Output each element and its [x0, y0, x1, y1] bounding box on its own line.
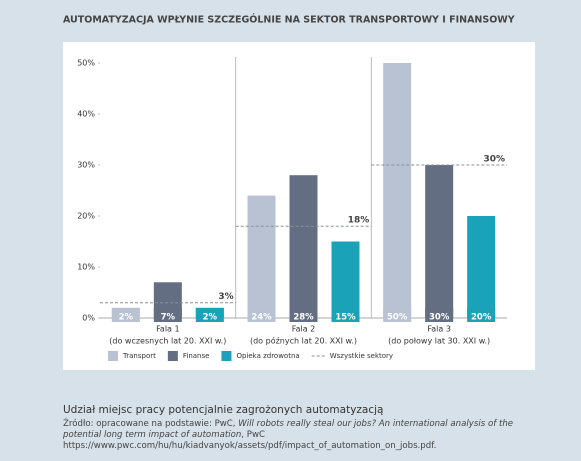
source-text: , PwC https://www.pwc.com/hu/hu/kiadvany… — [63, 430, 437, 451]
label-bg — [111, 308, 140, 322]
label-bg — [467, 308, 496, 322]
x-tick-sublabel: (do późnych lat 20. XXI w.) — [250, 336, 357, 346]
legend-label: Opieka zdrowotna — [236, 352, 299, 360]
y-tick-label: 0% — [82, 314, 95, 323]
y-tick-label: 40% — [77, 110, 95, 119]
y-tick-label: 50% — [77, 59, 95, 68]
reference-label: 18% — [348, 216, 370, 226]
bar — [467, 216, 496, 318]
bar — [247, 195, 276, 318]
value-label: 28% — [293, 313, 314, 323]
value-label: 2% — [119, 313, 134, 323]
x-tick-sublabel: (do połowy lat 30. XXI w.) — [388, 337, 490, 346]
label-bg — [289, 308, 318, 322]
x-tick-label: Fala 2 — [292, 325, 316, 334]
bar — [289, 175, 318, 318]
legend-label: Wszystkie sektory — [330, 352, 393, 360]
y-tick-label: 10% — [77, 263, 95, 272]
value-label: 15% — [335, 313, 356, 323]
y-tick-label: 30% — [77, 161, 95, 170]
reference-label: 30% — [483, 155, 505, 165]
x-tick-label: Fala 3 — [427, 325, 451, 334]
value-label: 20% — [471, 313, 492, 323]
source-text: Źródło: opracowane na podstawie: PwC, — [63, 419, 239, 429]
source: Źródło: opracowane na podstawie: PwC, Wi… — [63, 419, 533, 452]
y-tick-label: 20% — [77, 212, 95, 221]
caption: Udział miejsc pracy potencjalnie zagrożo… — [63, 404, 384, 416]
label-bg — [383, 308, 412, 322]
legend-swatch — [108, 351, 118, 361]
label-bg — [331, 308, 360, 322]
chart-title: AUTOMATYZACJA WPŁYNIE SZCZEGÓLNIE NA SEK… — [63, 14, 515, 26]
legend-label: Transport — [122, 352, 156, 360]
legend-swatch — [221, 351, 232, 361]
chart: AUTOMATYZACJA WPŁYNIE SZCZEGÓLNIE NA SEK… — [63, 14, 535, 370]
value-label: 50% — [387, 313, 408, 323]
label-bg — [195, 308, 224, 322]
x-tick-sublabel: (do wczesnych lat 20. XXI w.) — [109, 337, 226, 346]
value-label: 7% — [161, 313, 176, 323]
value-label: 30% — [429, 313, 450, 323]
label-bg — [153, 308, 182, 322]
label-bg — [247, 308, 276, 322]
legend-label: Finanse — [183, 352, 210, 360]
bar — [383, 63, 412, 318]
value-label: 2% — [203, 313, 218, 323]
reference-label: 3% — [218, 292, 233, 302]
value-label: 24% — [251, 313, 272, 323]
x-tick-label: Fala 1 — [156, 325, 180, 334]
legend-swatch — [167, 351, 178, 361]
source-title: Will robots really steal our jobs? An in… — [63, 419, 514, 440]
bar — [331, 241, 360, 318]
label-bg — [425, 308, 454, 322]
bar — [425, 165, 454, 318]
